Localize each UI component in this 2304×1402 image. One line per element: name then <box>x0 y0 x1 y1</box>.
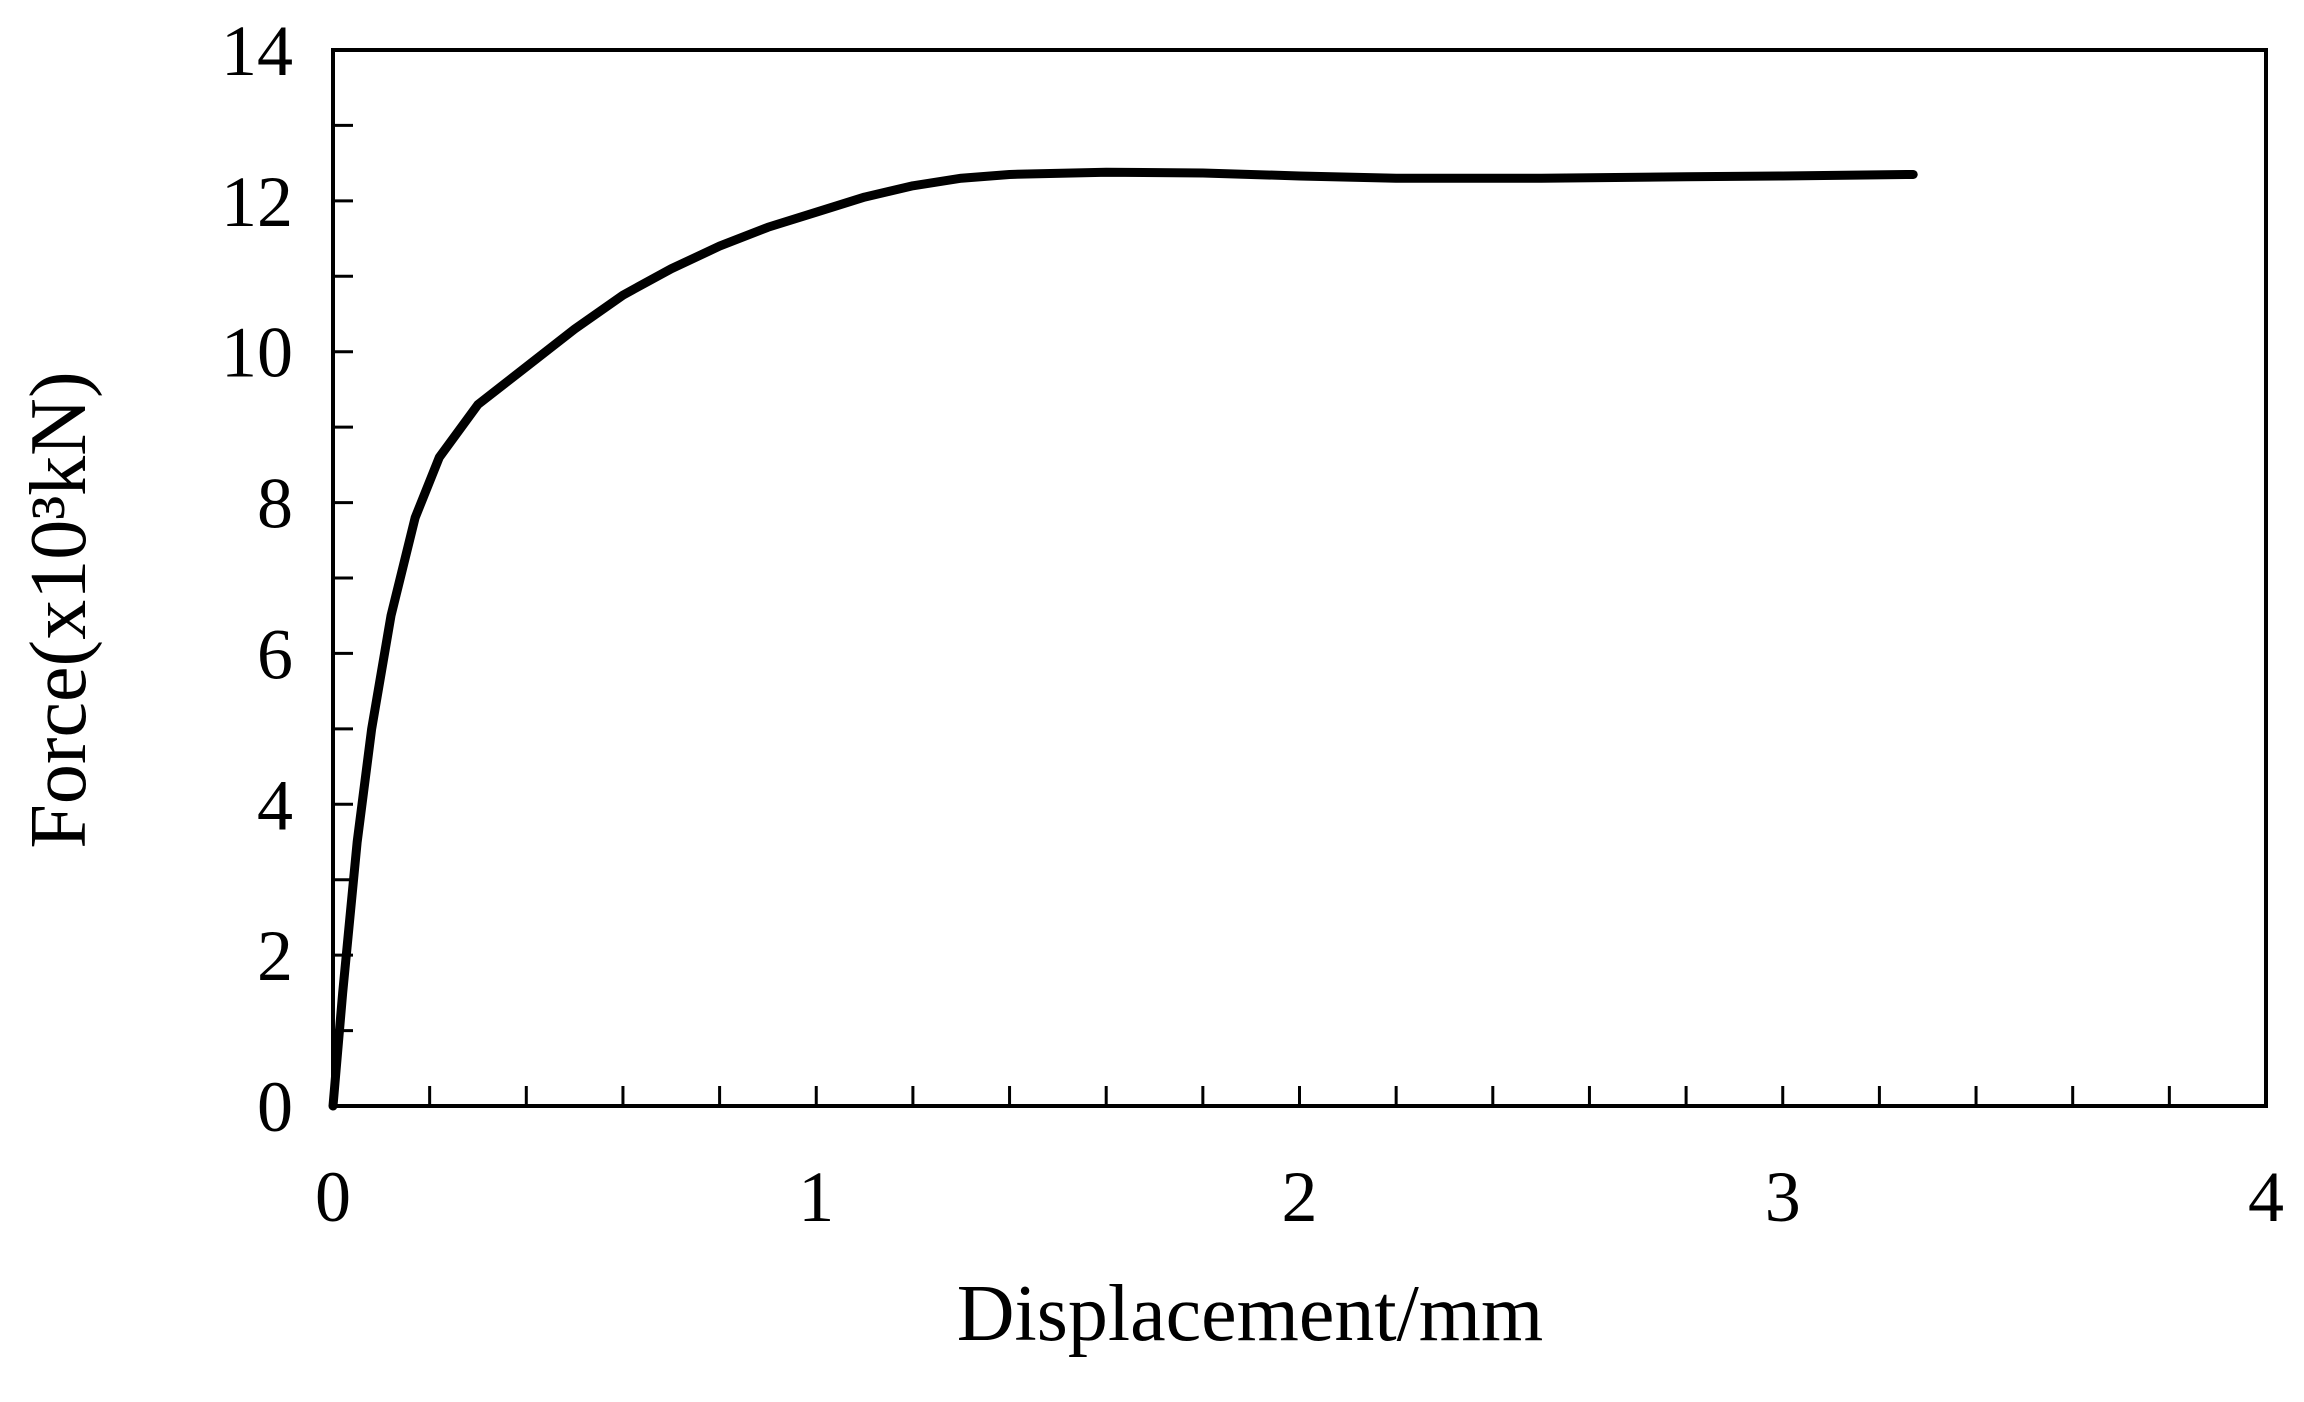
x-axis-title: Displacement/mm <box>957 1270 1544 1358</box>
y-tick-label: 2 <box>257 916 293 996</box>
y-tick-label: 10 <box>221 313 293 393</box>
x-tick-label: 0 <box>315 1157 351 1237</box>
y-tick-label: 6 <box>257 614 293 694</box>
x-tick-label: 1 <box>798 1157 834 1237</box>
y-tick-label: 12 <box>221 162 293 242</box>
data-line <box>328 167 1918 1111</box>
y-tick-label: 4 <box>257 765 293 845</box>
x-tick-label: 4 <box>2248 1157 2284 1237</box>
y-tick-label: 0 <box>257 1067 293 1147</box>
x-tick-label: 3 <box>1765 1157 1801 1237</box>
x-tick-label: 2 <box>1282 1157 1318 1237</box>
plot-frame <box>331 48 2268 1108</box>
y-tick-label: 8 <box>257 464 293 544</box>
y-tick-label: 14 <box>221 11 293 91</box>
y-axis-title: Force(x10³kN) <box>15 371 103 848</box>
